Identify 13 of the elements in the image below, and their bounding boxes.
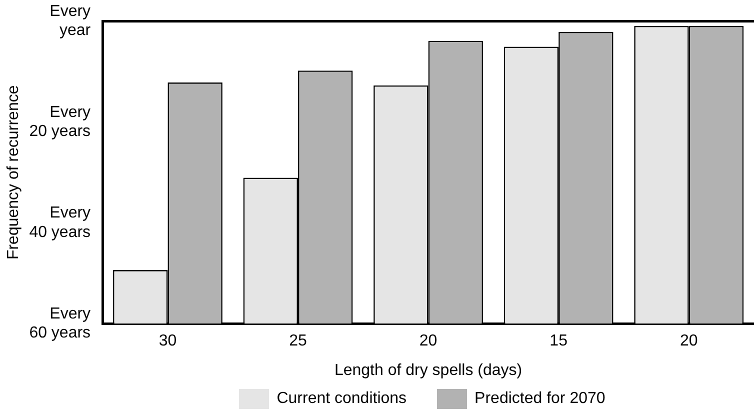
legend-label: Predicted for 2070 [474, 390, 606, 408]
text: Every 60 years [29, 305, 91, 342]
x-tick-label: 20 [680, 332, 698, 350]
x-tick-label: 15 [550, 332, 568, 350]
y-axis-title: Frequency of recurrence [5, 85, 22, 260]
text: Every 20 years [29, 104, 91, 140]
x-tick-label: 20 [419, 332, 438, 350]
legend-label: Current conditions [276, 390, 407, 408]
x-tick-label: 30 [158, 332, 177, 350]
text: Every 40 years [29, 204, 91, 241]
x-tick-label: 25 [289, 332, 307, 350]
text: Every year [50, 3, 92, 40]
x-axis-title: Length of dry spells (days) [334, 362, 522, 379]
